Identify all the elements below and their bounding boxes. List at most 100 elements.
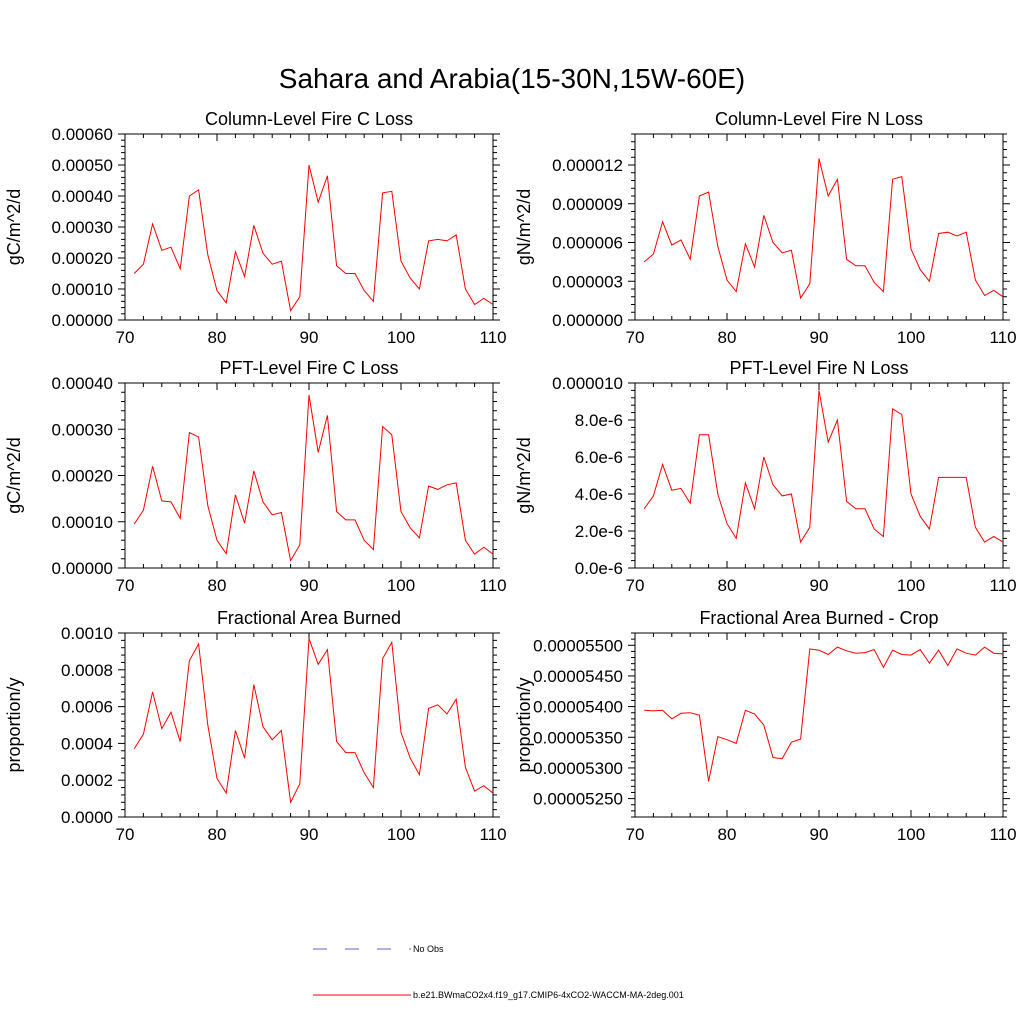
x-tick-label: 100 — [387, 576, 415, 595]
chart-panel-4: 70 80 90 100 110 0.0e-6 2.0e-6 4.0e-6 6.0e-6 8.0e… — [514, 358, 1017, 595]
x-tick-label: 70 — [626, 328, 645, 347]
y-tick-label: 0.0000 — [61, 808, 113, 827]
x-tick-label: 80 — [718, 328, 737, 347]
y-tick-label: 0.00010 — [52, 280, 113, 299]
figure-title: Sahara and Arabia(15-30N,15W-60E) — [279, 63, 745, 94]
x-tick-label: 110 — [479, 576, 506, 595]
x-tick-label: 90 — [810, 328, 829, 347]
series-line — [644, 646, 1004, 782]
series-line — [643, 158, 1004, 300]
x-tick-label: 90 — [300, 825, 319, 844]
y-tick-label: 0.00030 — [52, 218, 113, 237]
x-tick-label: 100 — [897, 328, 925, 347]
legend-label-no-obs: No Obs — [413, 944, 444, 954]
chart-panels: 70 80 90 100 110 0.00000 0.00010 0.00020 0.00030… — [4, 109, 1017, 844]
y-tick-label: 0.00000 — [52, 559, 113, 578]
legend-label-model-run: b.e21.BWmaCO2x4.f19_g17.CMIP6-4xCO2-WACC… — [413, 990, 684, 1000]
y-tick-label: 0.00005250 — [533, 790, 623, 809]
plot-frame — [634, 382, 1004, 569]
x-tick-label: 110 — [479, 825, 506, 844]
y-tick-label: 0.000000 — [552, 311, 623, 330]
y-tick-label: 0.00005350 — [533, 728, 623, 747]
y-tick-label: 4.0e-6 — [575, 485, 623, 504]
y-tick-label: 0.0002 — [61, 771, 113, 790]
plot-frame — [124, 133, 494, 321]
series-line — [133, 164, 494, 313]
x-tick-label: 70 — [116, 576, 135, 595]
panel-title: PFT-Level Fire C Loss — [219, 358, 398, 378]
x-tick-label: 70 — [626, 825, 645, 844]
y-tick-label: 0.000006 — [552, 234, 623, 253]
x-tick-label: 80 — [208, 576, 227, 595]
y-tick-label: 0.00060 — [52, 125, 113, 144]
x-tick-label: 90 — [810, 825, 829, 844]
y-tick-label: 0.00040 — [52, 187, 113, 206]
y-tick-label: 6.0e-6 — [575, 448, 623, 467]
y-tick-label: 0.0e-6 — [575, 559, 623, 578]
panel-title: Fractional Area Burned — [217, 608, 401, 628]
y-tick-label: 0.00020 — [52, 467, 113, 486]
chart-panel-1: 70 80 90 100 110 0.00000 0.00010 0.00020 0.00030… — [4, 109, 507, 347]
y-tick-label: 0.00040 — [52, 374, 113, 393]
series-line — [643, 390, 1004, 544]
y-tick-label: 0.0010 — [61, 624, 113, 643]
x-tick-label: 80 — [718, 825, 737, 844]
plot-frame — [124, 382, 494, 569]
panel-title: Column-Level Fire N Loss — [715, 109, 923, 129]
x-tick-label: 80 — [208, 825, 227, 844]
x-tick-label: 100 — [897, 576, 925, 595]
series-line — [133, 638, 494, 804]
x-tick-label: 110 — [989, 328, 1016, 347]
x-tick-label: 100 — [387, 328, 415, 347]
plot-frame — [124, 632, 494, 818]
chart-panel-6: 70 80 90 100 110 0.00005250 0.00005300 0.000053… — [514, 608, 1017, 844]
y-tick-label: 0.000010 — [552, 374, 623, 393]
x-tick-label: 70 — [626, 576, 645, 595]
x-tick-label: 70 — [116, 825, 135, 844]
y-axis-label: gN/m^2/d — [514, 189, 534, 265]
x-tick-label: 90 — [300, 328, 319, 347]
y-tick-label: 0.00020 — [52, 249, 113, 268]
x-tick-label: 80 — [718, 576, 737, 595]
y-tick-label: 0.00005300 — [533, 759, 623, 778]
series-line — [133, 394, 494, 563]
y-tick-label: 0.00030 — [52, 420, 113, 439]
y-tick-label: 0.00010 — [52, 513, 113, 532]
y-axis-label: proportion/y — [4, 677, 24, 772]
y-tick-label: 0.0006 — [61, 698, 113, 717]
y-axis-label: gC/m^2/d — [4, 189, 24, 265]
y-tick-label: 0.00005450 — [533, 667, 623, 686]
x-tick-label: 100 — [897, 825, 925, 844]
y-tick-label: 0.00005500 — [533, 636, 623, 655]
legend: No Obs b.e21.BWmaCO2x4.f19_g17.CMIP6-4xC… — [313, 944, 684, 1000]
y-tick-label: 0.000009 — [552, 195, 623, 214]
chart-panel-3: 70 80 90 100 110 0.00000 0.00010 0.00020 0.00030… — [4, 358, 507, 595]
y-tick-label: 0.000003 — [552, 272, 623, 291]
x-tick-label: 90 — [810, 576, 829, 595]
panel-title: Column-Level Fire C Loss — [205, 109, 413, 129]
y-axis-label: gN/m^2/d — [514, 437, 534, 513]
x-tick-label: 110 — [479, 328, 506, 347]
y-tick-label: 0.0008 — [61, 661, 113, 680]
x-tick-label: 80 — [208, 328, 227, 347]
chart-panel-5: 70 80 90 100 110 0.0000 0.0002 0.0004 0.0006 0.00… — [4, 608, 507, 844]
x-tick-label: 100 — [387, 825, 415, 844]
x-tick-label: 90 — [300, 576, 319, 595]
panel-title: PFT-Level Fire N Loss — [729, 358, 908, 378]
y-tick-label: 0.0004 — [61, 734, 113, 753]
plot-frame — [634, 632, 1004, 818]
panel-title: Fractional Area Burned - Crop — [699, 608, 938, 628]
y-tick-label: 0.00005400 — [533, 698, 623, 717]
x-tick-label: 70 — [116, 328, 135, 347]
y-tick-label: 0.00050 — [52, 156, 113, 175]
x-tick-label: 110 — [989, 825, 1016, 844]
y-tick-label: 0.00000 — [52, 311, 113, 330]
y-axis-label: proportion/y — [514, 677, 534, 772]
chart-panel-2: 70 80 90 100 110 0.000000 0.000003 0.000006 0.00… — [514, 109, 1017, 347]
y-tick-label: 0.000012 — [552, 156, 623, 175]
x-tick-label: 110 — [989, 576, 1016, 595]
y-tick-label: 2.0e-6 — [575, 522, 623, 541]
y-tick-label: 8.0e-6 — [575, 411, 623, 430]
y-axis-label: gC/m^2/d — [4, 437, 24, 513]
